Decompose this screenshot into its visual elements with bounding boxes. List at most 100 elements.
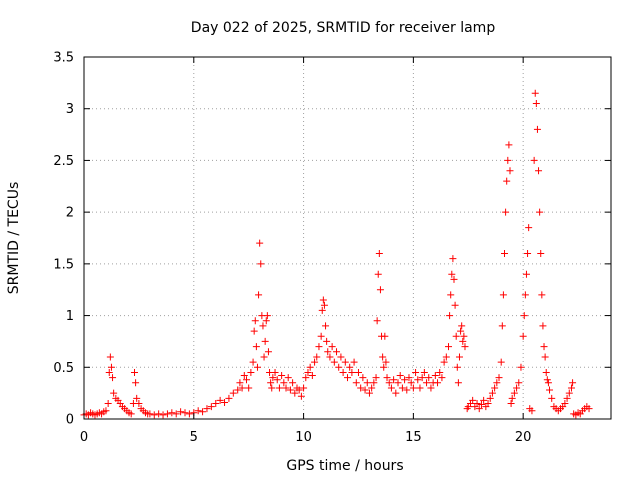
data-point [346, 363, 354, 371]
data-point [240, 372, 248, 380]
data-point [372, 374, 380, 382]
data-point [453, 363, 461, 371]
y-tick-label: 1.5 [53, 257, 74, 272]
data-point [315, 343, 323, 351]
data-point [379, 353, 387, 361]
data-point [525, 224, 533, 232]
data-point [311, 358, 319, 366]
data-point [225, 394, 233, 402]
data-point [109, 374, 117, 382]
data-point [251, 317, 259, 325]
data-point [416, 384, 424, 392]
data-point [297, 392, 305, 400]
data-point [234, 386, 242, 394]
data-point [304, 368, 312, 376]
data-point [530, 156, 538, 164]
data-point [181, 409, 189, 417]
y-tick-label: 0 [66, 413, 74, 428]
data-point [168, 409, 176, 417]
data-point [448, 270, 456, 278]
data-point [381, 332, 389, 340]
data-point [488, 389, 496, 397]
data-point [135, 399, 143, 407]
data-point [546, 386, 554, 394]
data-point [238, 384, 246, 392]
data-point [249, 358, 257, 366]
data-point [565, 389, 573, 397]
data-point [155, 410, 163, 418]
data-point [313, 353, 321, 361]
axis-ticks [83, 56, 611, 420]
data-point [263, 312, 271, 320]
data-point [257, 260, 265, 268]
data-point [255, 291, 263, 299]
data-point [102, 407, 110, 415]
y-axis-label: SRMTID / TECUs [6, 182, 22, 295]
data-point [221, 398, 229, 406]
y-tick-label: 2.5 [53, 154, 74, 169]
data-point [473, 399, 481, 407]
data-point [452, 332, 460, 340]
data-point [409, 384, 417, 392]
data-point [495, 374, 503, 382]
data-point [318, 306, 326, 314]
data-point [458, 322, 466, 330]
data-point [542, 368, 550, 376]
data-point [501, 250, 509, 258]
data-point [442, 353, 450, 361]
data-point [146, 410, 154, 418]
data-point [434, 379, 442, 387]
data-point [273, 376, 281, 384]
data-point [335, 363, 343, 371]
data-point [308, 372, 316, 380]
data-point [252, 343, 260, 351]
data-point [260, 353, 268, 361]
data-point [477, 401, 485, 409]
data-point [493, 379, 501, 387]
data-point [517, 363, 525, 371]
data-point [405, 374, 413, 382]
data-point [194, 407, 202, 415]
data-point [531, 89, 539, 97]
data-point [300, 384, 308, 392]
data-point [374, 270, 382, 278]
data-point [286, 386, 294, 394]
data-point [365, 389, 373, 397]
data-point [510, 389, 518, 397]
data-point [540, 343, 548, 351]
data-point [412, 368, 420, 376]
data-point [436, 368, 444, 376]
data-point [513, 384, 521, 392]
x-tick-label: 10 [295, 430, 312, 445]
data-point [403, 386, 411, 394]
data-point [363, 379, 371, 387]
data-point [322, 322, 330, 330]
data-point [504, 156, 512, 164]
plot-frame [83, 56, 612, 420]
data-point [357, 384, 365, 392]
data-point [459, 337, 467, 345]
data-point [324, 348, 332, 356]
data-point [212, 399, 220, 407]
data-point [491, 384, 499, 392]
data-point [110, 389, 118, 397]
data-point [328, 343, 336, 351]
data-point [361, 386, 369, 394]
data-point [563, 394, 571, 402]
data-point [528, 407, 536, 415]
data-point [385, 379, 393, 387]
data-point [541, 353, 549, 361]
x-tick-label: 15 [405, 430, 422, 445]
data-point [268, 384, 276, 392]
data-point [354, 368, 362, 376]
data-point [320, 301, 328, 309]
data-point [306, 363, 314, 371]
data-point [319, 296, 327, 304]
data-point [247, 368, 255, 376]
data-point [242, 376, 250, 384]
data-point [414, 376, 422, 384]
data-point [333, 348, 341, 356]
data-point [150, 411, 158, 419]
